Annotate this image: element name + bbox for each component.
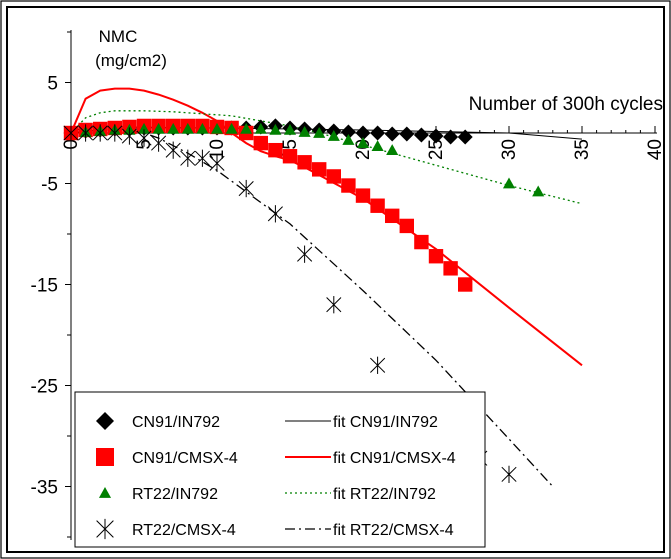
data-point (340, 124, 356, 140)
x-tick-label: 40 (645, 139, 666, 160)
y-tick-label: 5 (47, 74, 58, 95)
data-point (78, 124, 94, 142)
data-point (268, 142, 283, 158)
data-point (326, 296, 342, 314)
y-axis-label-line1: NMC (99, 27, 138, 46)
data-point (399, 126, 415, 142)
data-point (297, 245, 313, 263)
data-point (385, 208, 400, 224)
data-point (428, 128, 444, 144)
x-tick-label: 20 (353, 139, 374, 160)
data-point (370, 198, 385, 213)
y-axis-label-line2: (mg/cm2) (95, 51, 167, 70)
data-point (356, 137, 370, 148)
legend-label: fit RT22/CMSX-4 (333, 522, 454, 539)
data-point (355, 125, 371, 141)
data-point (313, 126, 326, 138)
data-point (269, 123, 282, 135)
legend-marker (96, 412, 114, 430)
data-point (384, 126, 400, 142)
fit-line (70, 129, 554, 487)
data-point (312, 162, 327, 177)
legend-label: RT22/IN792 (132, 486, 218, 503)
data-point (282, 149, 298, 164)
fit-line (70, 110, 583, 205)
data-point (121, 127, 137, 145)
legend-label: CN91/IN792 (132, 414, 220, 431)
data-point (165, 141, 181, 159)
legend-box (74, 391, 486, 548)
data-point (225, 122, 238, 134)
data-point (283, 123, 297, 135)
data-point (196, 122, 209, 134)
x-tick-label: 25 (426, 139, 447, 160)
y-tick-label: -15 (31, 276, 58, 297)
data-point (501, 465, 517, 484)
data-point (443, 261, 458, 276)
data-point (181, 122, 194, 134)
x-tick-label: 30 (499, 139, 520, 160)
data-point (399, 218, 414, 234)
data-point (136, 129, 152, 147)
data-point (327, 129, 340, 141)
data-point (386, 144, 399, 156)
y-tick-label: -5 (41, 175, 58, 196)
data-point (457, 129, 473, 145)
legend-label: fit RT22/IN792 (333, 486, 436, 503)
data-point (254, 122, 267, 134)
data-point (428, 249, 444, 264)
data-point (502, 177, 516, 189)
data-point (152, 122, 165, 134)
data-point (92, 124, 108, 142)
data-point (107, 124, 123, 142)
data-point (209, 154, 225, 172)
legend-label: fit CN91/CMSX-4 (333, 450, 456, 467)
data-point (240, 122, 253, 134)
data-point (370, 125, 386, 141)
legend-label: CN91/CMSX-4 (132, 450, 238, 467)
legend-label: RT22/CMSX-4 (132, 522, 236, 539)
plot-frame (6, 6, 665, 553)
data-point (238, 179, 254, 198)
data-point (532, 185, 545, 197)
x-tick-label: 0 (61, 139, 82, 150)
data-point (267, 205, 283, 223)
data-point (253, 135, 268, 151)
data-point (297, 155, 312, 170)
data-point (342, 134, 355, 145)
data-point (370, 356, 386, 374)
data-point (371, 140, 384, 151)
data-point (341, 178, 356, 193)
data-point (355, 188, 371, 203)
data-point (151, 134, 167, 152)
legend-marker (98, 486, 112, 498)
data-point (167, 122, 180, 134)
data-point (180, 149, 196, 167)
x-axis-label: Number of 300h cycles (469, 94, 663, 115)
data-point (194, 149, 210, 167)
legend: CN91/IN792 fit CN91/IN792 CN91/CMSX-4 fit C… (74, 391, 486, 548)
data-point (414, 234, 429, 250)
x-tick-label: 35 (572, 139, 593, 160)
data-point (137, 122, 151, 134)
legend-marker (96, 448, 114, 466)
data-point (210, 122, 224, 134)
x-tick-label: 10 (207, 139, 228, 160)
data-point (443, 129, 459, 145)
data-point (458, 277, 473, 292)
data-point (63, 124, 79, 142)
data-point (298, 125, 311, 137)
y-tick-label: -25 (31, 377, 58, 398)
data-point (413, 127, 429, 143)
y-tick-label: -35 (31, 478, 58, 499)
legend-label: fit CN91/IN792 (333, 414, 438, 431)
data-point (326, 169, 341, 184)
legend-marker (96, 518, 114, 540)
